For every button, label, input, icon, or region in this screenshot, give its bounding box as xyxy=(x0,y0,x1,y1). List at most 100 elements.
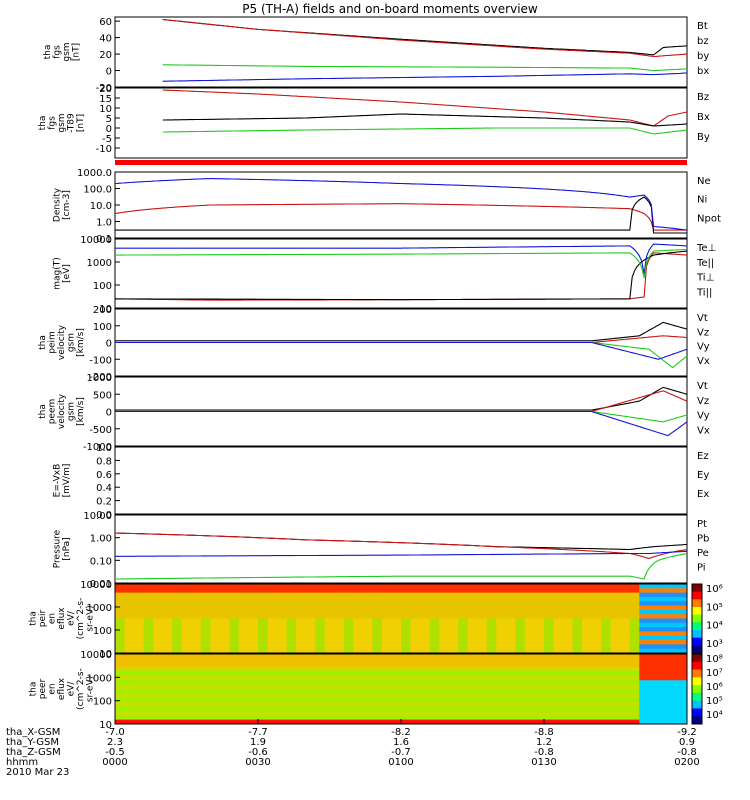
spectrogram-cell xyxy=(591,689,602,694)
spectrogram-cell xyxy=(381,635,392,641)
spectrogram-cell xyxy=(496,654,507,659)
spectrogram-cell xyxy=(620,622,631,628)
spectrogram-cell xyxy=(277,706,288,712)
spectrogram-cell xyxy=(143,601,154,607)
spectrogram-cell xyxy=(553,719,564,725)
spectrogram-cell xyxy=(477,605,488,611)
legend-label: Vz xyxy=(697,396,709,407)
spectrogram-cell xyxy=(324,662,335,668)
spectrogram-cell xyxy=(362,675,373,681)
spectrogram-cell xyxy=(439,601,450,607)
spectrogram-cell xyxy=(410,631,421,637)
spectrogram-cell xyxy=(477,644,488,650)
spectrogram-cell xyxy=(124,706,135,712)
spectrogram-cell xyxy=(219,640,230,645)
spectrogram-cell xyxy=(448,662,459,668)
spectrogram-cell xyxy=(210,684,221,690)
y-tick-label: 0 xyxy=(106,67,112,78)
spectrogram-cell xyxy=(229,588,240,594)
spectrogram-cell xyxy=(153,684,164,690)
spectrogram-cell xyxy=(343,605,354,611)
spectrogram-cell xyxy=(496,667,507,672)
spectrogram-cell xyxy=(515,654,526,659)
spectrogram-cell xyxy=(610,689,621,694)
series-line-Npot xyxy=(114,178,688,231)
spectrogram-cell xyxy=(115,627,126,632)
y-axis-label: [nT] xyxy=(76,114,86,132)
spectrogram-cell xyxy=(153,622,164,628)
spectrogram-cell xyxy=(534,588,545,594)
spectrogram-cell xyxy=(248,601,259,607)
spectrogram-cell xyxy=(381,689,392,694)
orbit-value: 0000 xyxy=(102,757,127,768)
spectrogram-cell xyxy=(229,675,240,681)
spectrogram-cell xyxy=(563,584,574,589)
spectrogram-cell xyxy=(353,640,364,645)
spectrogram-cell xyxy=(153,635,164,641)
spectrogram-cell xyxy=(172,631,183,637)
spectrogram-cell xyxy=(658,622,669,628)
spectrogram-cell xyxy=(439,658,450,664)
spectrogram-cell xyxy=(591,631,602,637)
spectrogram-cell xyxy=(124,644,135,650)
legend-label: Pe xyxy=(697,548,709,559)
spectrogram-cell xyxy=(391,702,402,707)
spectrogram-cell xyxy=(134,719,145,725)
spectrogram-cell xyxy=(572,693,583,699)
spectrogram-cell xyxy=(524,706,535,712)
spectrogram-cell xyxy=(639,706,650,712)
spectrogram-cell xyxy=(601,702,612,707)
spectrogram-cell xyxy=(439,635,450,641)
spectrogram-cell xyxy=(134,609,145,615)
spectrogram-cell xyxy=(210,689,221,694)
spectrogram-cell xyxy=(134,693,145,699)
spectrogram-cell xyxy=(467,671,478,677)
spectrogram-cell xyxy=(362,658,373,664)
spectrogram-cell xyxy=(200,675,211,681)
spectrogram-cell xyxy=(629,702,640,707)
spectrogram-cell xyxy=(200,596,211,602)
spectrogram-cell xyxy=(353,654,364,659)
spectrogram-cell xyxy=(324,706,335,712)
spectrogram-cell xyxy=(115,592,126,598)
spectrogram-cell xyxy=(629,644,640,650)
spectrogram-cell xyxy=(391,609,402,615)
spectrogram-cell xyxy=(124,693,135,699)
spectrogram-cell xyxy=(200,693,211,699)
spectrogram-cell xyxy=(629,618,640,624)
spectrogram-cell xyxy=(677,601,688,607)
spectrogram-cell xyxy=(610,618,621,624)
spectrogram-cell xyxy=(143,689,154,694)
spectrogram-cell xyxy=(496,710,507,716)
spectrogram-cell xyxy=(629,622,640,628)
spectrogram-cell xyxy=(467,710,478,716)
spectrogram-cell xyxy=(286,588,297,594)
spectrogram-cell xyxy=(591,654,602,659)
spectrogram-cell xyxy=(496,684,507,690)
y-axis-label: peem xyxy=(48,399,58,425)
spectrogram-cell xyxy=(515,658,526,664)
spectrogram-cell xyxy=(277,693,288,699)
spectrogram-cell xyxy=(391,671,402,677)
orbit-row-label: tha_Z-GSM xyxy=(6,747,61,758)
spectrogram-cell xyxy=(524,684,535,690)
spectrogram-cell xyxy=(267,684,278,690)
spectrogram-cell xyxy=(620,702,631,707)
spectrogram-cell xyxy=(191,702,202,707)
spectrogram-cell xyxy=(191,622,202,628)
spectrogram-cell xyxy=(667,719,678,725)
y-tick-label: 1000.0 xyxy=(77,168,112,179)
spectrogram-cell xyxy=(296,654,307,659)
spectrogram-cell xyxy=(181,584,192,589)
spectrogram-cell xyxy=(639,671,650,677)
spectrogram-cell xyxy=(467,675,478,681)
spectrogram-cell xyxy=(496,601,507,607)
spectrogram-cell xyxy=(524,667,535,672)
spectrogram-cell xyxy=(210,671,221,677)
spectrogram-cell xyxy=(410,680,421,686)
spectrogram-cell xyxy=(467,631,478,637)
spectrogram-cell xyxy=(343,693,354,699)
spectrogram-cell xyxy=(534,706,545,712)
spectrogram-cell xyxy=(458,618,469,624)
